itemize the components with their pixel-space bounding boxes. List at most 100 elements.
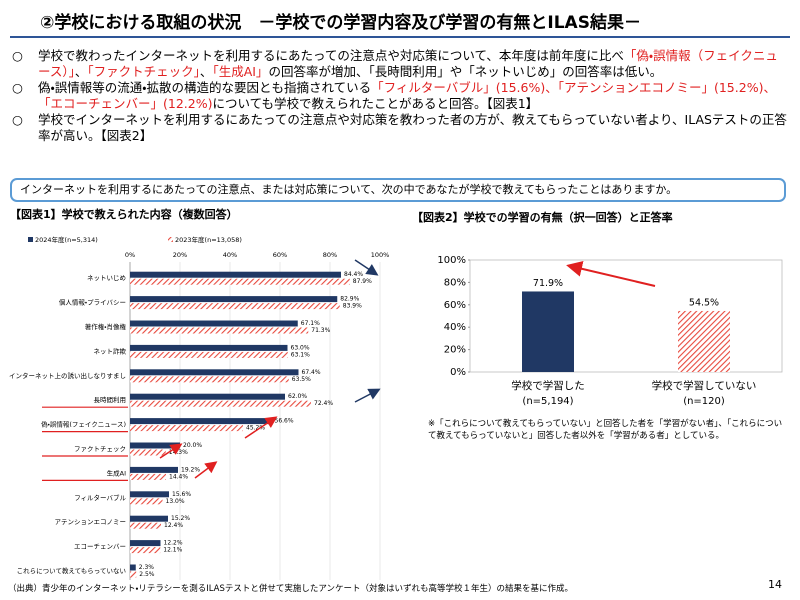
text-segment: 学校でインターネットを利用するにあたっての注意点や対応策を教わった者の方が、教え…	[38, 112, 787, 143]
text-segment: 「ファクトチェック」	[87, 64, 200, 79]
value-label: 45.2%	[246, 425, 265, 432]
bar	[130, 449, 166, 456]
bar	[130, 271, 341, 278]
slide-title: ②学校における取組の状況 －学校での学習内容及び学習の有無とILAS結果－	[40, 13, 641, 33]
bar	[522, 291, 574, 372]
value-label: 62.0%	[288, 393, 307, 400]
annotation-arrow	[566, 260, 656, 287]
bar	[678, 310, 730, 372]
legend-label: 2023年度(n=13,058)	[175, 235, 242, 244]
bar	[130, 393, 285, 400]
x-tick-label: 0%	[125, 251, 135, 259]
annotation-arrow	[244, 416, 278, 439]
bar	[130, 425, 243, 432]
bullet: ○ 学校でインターネットを利用するにあたっての注意点や対応策を教わった者の方が、教…	[12, 112, 788, 144]
value-label: 13.0%	[166, 498, 185, 505]
y-tick-label: 60%	[444, 300, 466, 311]
source-note: （出典）青少年のインターネット・リテラシーを測るILASテストと併せて実施したア…	[8, 584, 574, 594]
bullet-marker: ○	[12, 112, 23, 127]
y-tick-label: 生成AI	[107, 468, 126, 477]
text-segment: の回答率が増加、「長時間利用」や「ネットいじめ」の回答率は低い。	[268, 64, 663, 79]
bar	[130, 320, 298, 327]
y-tick-label: 個人情報・プライバシー	[59, 298, 126, 307]
text-segment: 学校で教わったインターネットを利用するにあたっての注意点や対応策について、本年度…	[38, 48, 624, 63]
bar	[130, 466, 178, 473]
text-segment: 偽・誤情報等の流通・拡散の構造的な要因とも指摘されている	[38, 80, 372, 95]
charts: 【図表1】学校で教えられた内容（複数回答） 0% 20% 40% 60% 80% 100% 2…	[9, 207, 783, 580]
y-tick-label: これらについて教えてもらっていない	[17, 566, 126, 575]
bar	[130, 571, 137, 578]
bar	[130, 564, 136, 571]
y-tick-label: アテンションエコノミー	[55, 518, 127, 526]
value-label: 12.4%	[164, 522, 183, 529]
bar	[130, 418, 272, 425]
bullet: ○ 偽・誤情報等の流通・拡散の構造的な要因とも指摘されている「フィルターバブル」(…	[12, 80, 788, 112]
y-tick-label: 80%	[444, 277, 466, 288]
y-tick-label: 長時間利用	[94, 395, 127, 404]
page-number: 14	[768, 578, 782, 591]
value-label: 2.5%	[139, 571, 155, 578]
x-tick-note: (n=120)	[683, 396, 725, 407]
bullet-marker: ○	[12, 48, 23, 63]
value-label: 2.3%	[139, 564, 155, 571]
x-tick-label: 学校で学習していない	[652, 379, 757, 392]
bar	[130, 442, 180, 449]
value-label: 82.9%	[340, 296, 359, 303]
bar	[130, 351, 288, 358]
y-tick-label: フィルターバブル	[74, 493, 126, 502]
value-label: 83.9%	[343, 303, 362, 310]
annotation-arrow	[354, 259, 379, 276]
value-label: 67.1%	[301, 320, 320, 327]
bar	[130, 540, 161, 547]
value-label: 63.5%	[292, 376, 311, 383]
bar	[130, 400, 311, 407]
legend-swatch	[168, 237, 173, 242]
bar	[130, 344, 288, 351]
value-label: 87.9%	[353, 278, 372, 285]
bar	[130, 303, 340, 310]
legend-swatch	[28, 237, 33, 242]
text-segment: 「偽・誤情報（フェイクニュース）」	[38, 48, 778, 79]
text-segment: 、	[74, 64, 88, 79]
legend-label: 2024年度(n=5,314)	[35, 235, 98, 244]
value-label: 71.3%	[311, 327, 330, 334]
x-tick-label: 学校で学習した	[511, 379, 585, 392]
value-label: 54.5%	[689, 297, 719, 308]
value-label: 12.2%	[164, 540, 183, 547]
value-label: 63.0%	[291, 344, 310, 351]
y-tick-label: インターネット上の誘い出しなりすまし	[9, 371, 126, 380]
bullet-list: ○ 学校で教わったインターネットを利用するにあたっての注意点や対応策について、本年…	[12, 48, 788, 144]
bullet-text: 偽・誤情報等の流通・拡散の構造的な要因とも指摘されている「フィルターバブル」(1…	[38, 80, 788, 112]
value-label: 72.4%	[314, 400, 333, 407]
annotation-arrow	[159, 443, 183, 459]
value-label: 15.6%	[172, 491, 191, 498]
chart-note: ※「これらについて教えてもらっていない」と回答した者を「学習がない者」、「これら…	[428, 419, 783, 441]
value-label: 56.6%	[275, 418, 294, 425]
text-segment: についても学校で教えられたことがあると回答。【図表1】	[212, 96, 539, 111]
plot-frame	[469, 259, 783, 373]
bar	[130, 498, 163, 505]
text-segment: 、	[199, 64, 213, 79]
bar	[130, 491, 169, 498]
value-label: 20.0%	[183, 442, 202, 449]
x-tick-label: 20%	[173, 251, 187, 259]
value-label: 71.9%	[533, 278, 563, 289]
y-tick-label: 40%	[444, 322, 466, 333]
x-tick-label: 40%	[223, 251, 237, 259]
x-tick-label: 100%	[371, 251, 390, 259]
annotation-arrow	[194, 461, 218, 479]
y-tick-label: ネットいじめ	[87, 274, 126, 282]
title-rule	[10, 36, 790, 38]
bar	[130, 278, 350, 285]
bar	[130, 376, 289, 383]
y-tick-label: 偽・誤情報(フェイクニュース)	[41, 420, 126, 429]
value-label: 63.1%	[291, 351, 310, 358]
value-label: 67.4%	[302, 369, 321, 376]
bar	[130, 547, 161, 554]
y-tick-label: 20%	[444, 345, 466, 356]
bar	[130, 296, 338, 303]
bullet-text: 学校でインターネットを利用するにあたっての注意点や対応策を教わった者の方が、教え…	[38, 112, 788, 144]
question-box: インターネットを利用するにあたっての注意点、または対応策について、次の中であなた…	[10, 178, 786, 202]
annotation-arrow	[354, 388, 381, 403]
